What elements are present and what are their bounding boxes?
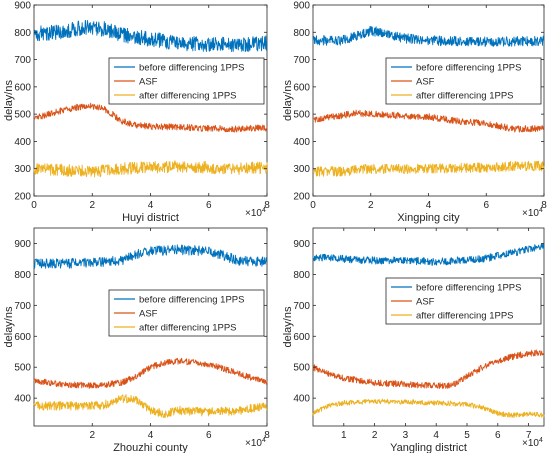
x-exponent: ×104 — [522, 207, 543, 219]
legend-label-1: before differencing 1PPS — [416, 63, 521, 74]
y-tick-label: 400 — [14, 394, 31, 405]
x-exponent: ×104 — [522, 437, 543, 449]
series-line-2 — [312, 109, 545, 133]
legend-label-1: before differencing 1PPS — [139, 63, 244, 74]
series-line-3 — [33, 394, 268, 419]
y-tick-label: 700 — [14, 301, 31, 312]
y-tick-label: 800 — [14, 28, 31, 39]
x-tick-label: 6 — [483, 200, 489, 211]
series-line-3 — [312, 398, 545, 419]
y-tick-label: 600 — [293, 332, 310, 343]
x-tick-label: 6 — [206, 200, 212, 211]
x-tick-label: 4 — [433, 430, 439, 441]
y-axis-label: delay/ns — [282, 80, 294, 121]
series-line-1 — [312, 25, 545, 47]
y-tick-label: 900 — [14, 239, 31, 250]
x-tick-label: 0 — [310, 200, 316, 211]
x-tick-label: 2 — [89, 430, 95, 441]
legend-label-3: after differencing 1PPS — [139, 91, 237, 102]
legend-label-3: after differencing 1PPS — [416, 311, 514, 322]
y-tick-label: 800 — [14, 270, 31, 281]
y-tick-label: 500 — [14, 110, 31, 121]
y-tick-label: 600 — [14, 332, 31, 343]
series-line-3 — [312, 160, 545, 177]
panel-2: 0 2 4 6 8 200 300 400 500 600 700 800 900 Xingping ci… — [282, 1, 547, 225]
y-axis-label: delay/ns — [3, 306, 15, 347]
x-tick-label: 2 — [368, 200, 374, 211]
x-tick-label: 8 — [264, 430, 270, 441]
legend-label-2: ASF — [139, 309, 158, 320]
x-tick-label: 4 — [148, 200, 154, 211]
x-tick-label: 2 — [89, 200, 95, 211]
series-line-2 — [33, 102, 268, 133]
y-tick-label: 700 — [293, 301, 310, 312]
panel-1: 0 2 4 6 8 200 300 400 500 600 700 800 900 Huyi distri… — [3, 1, 270, 225]
x-axis-label: Huyi district — [122, 212, 179, 224]
legend-label-3: after differencing 1PPS — [139, 323, 237, 334]
x-tick-label: 2 — [372, 430, 378, 441]
series-line-2 — [312, 349, 545, 389]
x-tick-label: 8 — [541, 200, 547, 211]
y-tick-label: 900 — [293, 239, 310, 250]
legend-box — [108, 57, 265, 105]
y-tick-label: 200 — [14, 192, 31, 203]
x-axis-label: Zhouzhi county — [113, 442, 188, 453]
x-tick-label: 4 — [426, 200, 432, 211]
x-tick-label: 7 — [526, 430, 532, 441]
y-tick-label: 200 — [293, 192, 310, 203]
y-tick-label: 300 — [14, 164, 31, 175]
legend-label-2: ASF — [416, 297, 435, 308]
y-tick-label: 400 — [293, 394, 310, 405]
series-line-3 — [33, 160, 268, 178]
x-tick-label: 1 — [341, 430, 347, 441]
y-tick-label: 900 — [14, 1, 31, 12]
x-exponent: ×104 — [245, 437, 266, 449]
x-tick-label: 4 — [148, 430, 154, 441]
y-tick-label: 700 — [293, 55, 310, 66]
y-tick-label: 500 — [14, 363, 31, 374]
legend: before differencing 1PPS ASF after differe… — [385, 57, 542, 105]
y-tick-label: 500 — [293, 363, 310, 374]
panel-4: 1 2 3 4 5 6 7 400 500 600 700 800 900 Yangling distri… — [282, 227, 545, 453]
x-tick-label: 5 — [464, 430, 470, 441]
legend-label-3: after differencing 1PPS — [416, 91, 514, 102]
y-tick-label: 600 — [293, 82, 310, 93]
y-tick-label: 300 — [293, 164, 310, 175]
y-axis-label: delay/ns — [282, 306, 294, 347]
x-tick-label: 8 — [264, 200, 270, 211]
legend-label-1: before differencing 1PPS — [139, 295, 244, 306]
y-tick-label: 800 — [293, 270, 310, 281]
x-tick-label: 6 — [495, 430, 501, 441]
legend: before differencing 1PPS ASF after differe… — [108, 289, 265, 337]
x-tick-label: 3 — [403, 430, 409, 441]
legend: before differencing 1PPS ASF after differe… — [108, 57, 265, 105]
y-tick-label: 800 — [293, 28, 310, 39]
series-line-1 — [33, 244, 268, 269]
panel-3: 2 4 6 8 400 500 600 700 800 900 Zhouzhi county dela… — [3, 227, 270, 453]
x-tick-label: 6 — [206, 430, 212, 441]
x-axis-label: Yangling district — [390, 442, 467, 453]
x-exponent: ×104 — [245, 207, 266, 219]
y-tick-label: 600 — [14, 82, 31, 93]
legend: before differencing 1PPS ASF after differe… — [385, 277, 542, 325]
series-line-2 — [33, 357, 268, 389]
x-tick-label: 0 — [31, 200, 37, 211]
x-axis-label: Xingping city — [397, 212, 460, 224]
legend-label-2: ASF — [139, 77, 158, 88]
y-tick-label: 400 — [14, 137, 31, 148]
y-tick-label: 400 — [293, 137, 310, 148]
y-tick-label: 900 — [293, 1, 310, 12]
y-axis-label: delay/ns — [3, 80, 15, 121]
y-tick-label: 500 — [293, 110, 310, 121]
series-line-1 — [312, 243, 545, 266]
legend-label-1: before differencing 1PPS — [416, 283, 521, 294]
legend-label-2: ASF — [416, 77, 435, 88]
series-line-1 — [33, 20, 268, 53]
y-tick-label: 700 — [14, 55, 31, 66]
